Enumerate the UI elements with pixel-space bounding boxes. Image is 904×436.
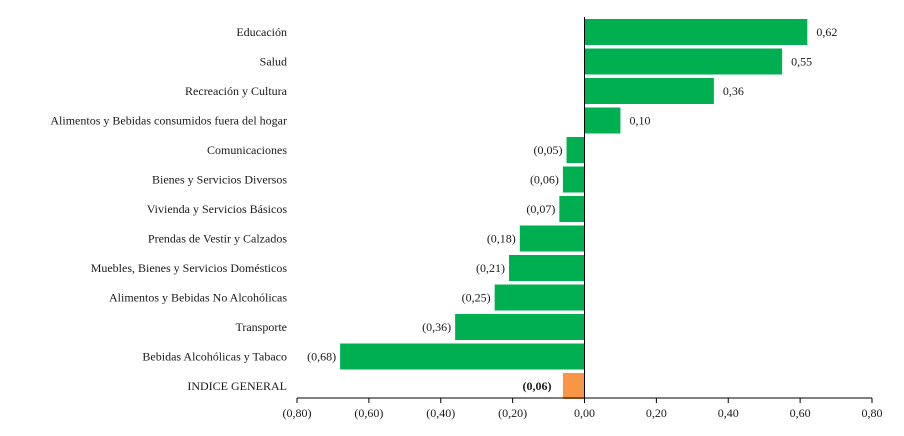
x-tick-label-7: 0,60: [790, 406, 811, 420]
value-label-10: (0,36): [422, 320, 451, 334]
bar-4: [566, 137, 585, 163]
category-label-1: Salud: [260, 55, 287, 69]
axes-group: (0,80) (0,60) (0,40) (0,20) 0,00 0,20 0,40 0,60…: [283, 17, 883, 420]
value-label-4: (0,05): [534, 143, 563, 157]
bar-9: [494, 284, 585, 311]
category-labels-group: Educación Salud Recreación y Cultura Alimen…: [50, 25, 287, 393]
category-label-12: INDICE GENERAL: [187, 379, 287, 393]
category-label-11: Bebidas Alcohólicas y Tabaco: [142, 350, 287, 364]
bars-group: [340, 19, 808, 399]
bar-6: [559, 196, 585, 222]
category-label-3: Alimentos y Bebidas consumidos fuera del…: [50, 114, 287, 128]
value-label-0: 0,62: [816, 25, 837, 39]
x-tick-label-5: 0,20: [646, 406, 667, 420]
bar-3: [584, 107, 621, 134]
category-label-6: Vivienda y Servicios Básicos: [147, 202, 288, 216]
category-label-2: Recreación y Cultura: [185, 84, 288, 98]
value-label-11: (0,68): [307, 350, 336, 364]
bar-2: [584, 78, 714, 104]
value-labels-group: 0,62 0,55 0,36 0,10 (0,05) (0,06) (0,07) (0,18)…: [307, 25, 837, 393]
bar-10: [455, 314, 585, 340]
x-tick-label-0: (0,80): [283, 406, 312, 420]
bar-5: [562, 166, 585, 193]
category-label-8: Muebles, Bienes y Servicios Domésticos: [91, 261, 288, 275]
bar-0: [584, 19, 808, 45]
category-label-9: Alimentos y Bebidas No Alcohólicas: [109, 291, 287, 305]
bar-8: [509, 255, 585, 281]
value-label-12: (0,06): [523, 379, 552, 393]
value-label-3: 0,10: [629, 114, 650, 128]
category-label-0: Educación: [236, 25, 287, 39]
x-tick-label-8: 0,80: [862, 406, 883, 420]
value-label-6: (0,07): [526, 202, 555, 216]
value-label-7: (0,18): [487, 232, 516, 246]
x-tick-label-1: (0,60): [354, 406, 383, 420]
bar-7: [519, 225, 585, 252]
x-tick-label-4: 0,00: [574, 406, 595, 420]
value-label-8: (0,21): [476, 261, 505, 275]
bar-12: [562, 373, 585, 399]
bar-11: [340, 343, 585, 370]
category-label-7: Prendas de Vestir y Calzados: [148, 232, 287, 246]
x-tick-label-2: (0,40): [426, 406, 455, 420]
value-label-5: (0,06): [530, 173, 559, 187]
x-tick-label-6: 0,40: [718, 406, 739, 420]
value-label-1: 0,55: [791, 55, 812, 69]
category-label-4: Comunicaciones: [207, 143, 287, 157]
bar-1: [584, 48, 783, 75]
x-tick-label-3: (0,20): [498, 406, 527, 420]
category-label-5: Bienes y Servicios Diversos: [152, 173, 287, 187]
value-label-2: 0,36: [723, 84, 744, 98]
value-label-9: (0,25): [462, 291, 491, 305]
category-label-10: Transporte: [235, 320, 287, 334]
